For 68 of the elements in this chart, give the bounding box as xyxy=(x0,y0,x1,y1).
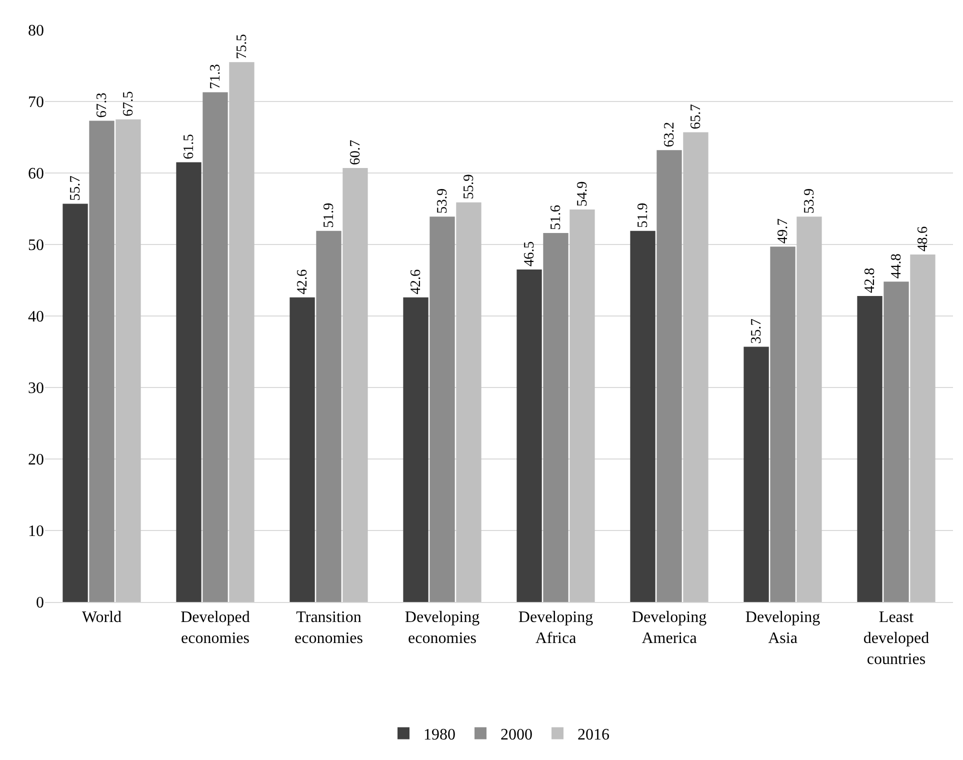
bar xyxy=(290,297,315,602)
y-tick-label: 30 xyxy=(28,380,44,398)
bar xyxy=(89,120,114,602)
y-tick-label: 60 xyxy=(28,166,44,183)
data-label: 42.8 xyxy=(862,268,878,293)
legend-label: 2016 xyxy=(578,726,610,744)
bar xyxy=(516,270,542,602)
bar xyxy=(62,204,88,602)
data-label: 51.6 xyxy=(548,204,564,230)
data-label: 51.9 xyxy=(634,202,651,228)
data-label: 55.9 xyxy=(460,174,477,200)
data-label: 67.3 xyxy=(94,92,110,118)
bar xyxy=(857,296,882,602)
y-tick-label: 40 xyxy=(28,308,44,326)
bar xyxy=(570,209,595,602)
x-tick-label: Developing economies xyxy=(404,609,480,647)
data-label: 42.6 xyxy=(408,269,424,294)
data-label: 65.7 xyxy=(688,104,704,130)
bar xyxy=(430,216,455,602)
data-label: 61.5 xyxy=(180,134,197,160)
bar xyxy=(884,282,909,602)
data-label: 35.7 xyxy=(748,318,764,344)
legend-label: 2000 xyxy=(500,726,532,744)
bar xyxy=(744,346,769,602)
bar xyxy=(656,150,682,602)
data-label: 60.7 xyxy=(347,140,364,165)
data-label: 48.6 xyxy=(914,226,931,252)
data-label: 46.5 xyxy=(521,241,538,267)
bar xyxy=(116,119,141,602)
data-label: 42.6 xyxy=(294,269,310,294)
data-label: 53.9 xyxy=(801,188,818,214)
y-tick-label: 10 xyxy=(28,523,44,540)
bar xyxy=(630,230,656,602)
y-tick-label: 50 xyxy=(28,237,44,254)
legend-label: 1980 xyxy=(424,726,456,744)
bar xyxy=(456,202,482,602)
data-label: 67.5 xyxy=(120,91,136,116)
data-label: 75.5 xyxy=(234,34,250,60)
bar xyxy=(342,168,368,602)
bar xyxy=(910,254,936,602)
data-label: 63.2 xyxy=(661,122,678,148)
bar xyxy=(543,233,568,602)
bar xyxy=(316,230,342,602)
bar xyxy=(176,162,202,602)
bar xyxy=(796,216,822,602)
x-tick-label: Least developed countries xyxy=(863,609,930,668)
data-label: 53.9 xyxy=(434,188,450,214)
bar xyxy=(229,62,254,602)
x-tick-label: Developing America xyxy=(632,609,707,647)
y-tick-label: 70 xyxy=(28,94,44,112)
x-tick-label: Developed economies xyxy=(180,609,250,647)
x-tick-label: Developing Asia xyxy=(745,609,820,647)
x-tick-label: World xyxy=(82,609,122,626)
data-label: 49.7 xyxy=(774,218,791,244)
x-tick-label: Transition economies xyxy=(294,609,363,647)
data-label: 71.3 xyxy=(207,64,224,90)
y-tick-label: 20 xyxy=(28,452,44,469)
bar xyxy=(403,297,428,602)
data-label: 55.7 xyxy=(67,176,84,201)
y-tick-label: 80 xyxy=(28,22,44,40)
y-tick-label: 0 xyxy=(36,594,44,612)
bar xyxy=(683,132,708,602)
bar xyxy=(770,246,796,602)
data-label: 51.9 xyxy=(320,202,337,228)
data-label: 44.8 xyxy=(888,254,904,279)
data-label: 54.9 xyxy=(574,181,590,206)
x-tick-label: Developing Africa xyxy=(518,609,594,647)
bar xyxy=(202,92,228,602)
